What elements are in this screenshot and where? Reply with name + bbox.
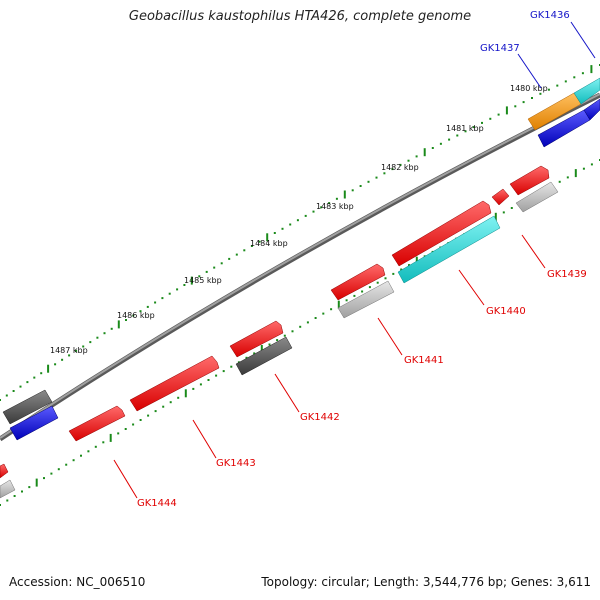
gene-arrow-gk1444[interactable]: [68, 405, 126, 442]
gene-arrow-gk1442-red[interactable]: [229, 320, 284, 358]
inner-scale-ticks: [0, 159, 600, 506]
scale-labels: 1480 kbp 1481 kbp 1482 kbp 1483 kbp 1484…: [50, 84, 548, 355]
gene-arrow-gk1441-red[interactable]: [330, 263, 386, 301]
gene-arrow-gk1439[interactable]: [509, 165, 550, 196]
scale-label-1485: 1485 kbp: [184, 276, 222, 285]
gene-label-gk1436[interactable]: GK1436: [530, 10, 570, 21]
outer-scale-ticks: [0, 64, 600, 401]
genome-summary-text: Topology: circular; Length: 3,544,776 bp…: [261, 575, 591, 589]
gene-arrow-gk1436[interactable]: [573, 77, 600, 105]
gene-labels: GK1436 GK1437 GK1439 GK1440 GK1441 GK144…: [137, 10, 587, 509]
gene-arrow-gk1442[interactable]: [235, 336, 293, 376]
gene-arrow-blue-left: [9, 405, 59, 441]
gene-arrow-gk1440[interactable]: [397, 215, 501, 284]
gene-arrow-gk1444-upper: [2, 389, 53, 425]
gene-arrow-red-edge: [0, 463, 9, 479]
genome-backbone: [0, 92, 600, 442]
gene-arrow-gk1440-red[interactable]: [391, 200, 492, 267]
scale-label-1480: 1480 kbp: [510, 84, 548, 93]
map-title: Geobacillus kaustophilus HTA426, complet…: [128, 9, 472, 24]
scale-label-1481: 1481 kbp: [446, 124, 484, 133]
accession-text: Accession: NC_006510: [9, 575, 146, 589]
scale-label-1486: 1486 kbp: [117, 311, 155, 320]
gene-label-gk1444[interactable]: GK1444: [137, 498, 177, 509]
gene-arrow-gray-edge: [0, 479, 16, 499]
scale-label-1484: 1484 kbp: [250, 239, 288, 248]
scale-label-1483: 1483 kbp: [316, 202, 354, 211]
gene-arrow-gk1439-small[interactable]: [491, 188, 510, 206]
gene-label-gk1443[interactable]: GK1443: [216, 458, 256, 469]
gene-arrow-gk1436-lower[interactable]: [583, 98, 600, 121]
gene-label-gk1440[interactable]: GK1440: [486, 306, 526, 317]
scale-label-1487: 1487 kbp: [50, 346, 88, 355]
reverse-genes: [0, 98, 600, 499]
gene-arrow-gk1439-gray[interactable]: [515, 181, 559, 213]
gene-label-gk1441[interactable]: GK1441: [404, 355, 444, 366]
gene-arrow-gk1441[interactable]: [337, 280, 395, 319]
gene-label-gk1439[interactable]: GK1439: [547, 269, 587, 280]
gene-leader-lines: [113, 21, 596, 499]
gene-label-gk1442[interactable]: GK1442: [300, 412, 340, 423]
forward-genes: [2, 77, 600, 425]
gene-label-gk1437[interactable]: GK1437: [480, 43, 520, 54]
scale-label-1482: 1482 kbp: [381, 163, 419, 172]
gene-arrow-gk1443[interactable]: [129, 355, 220, 412]
